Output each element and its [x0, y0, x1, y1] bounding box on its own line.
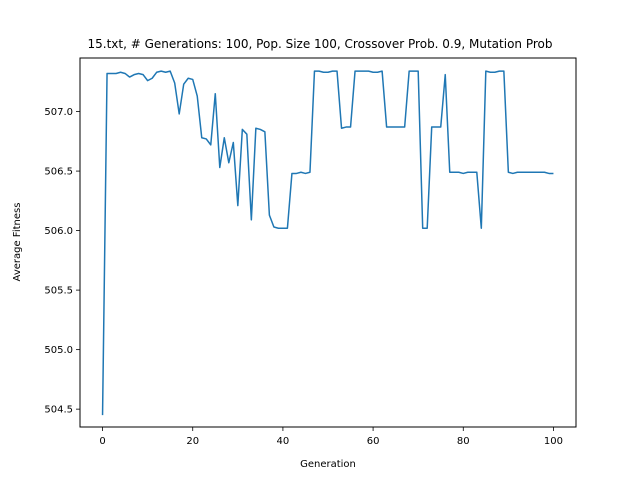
x-tick-label: 20	[186, 436, 199, 447]
y-tick-label: 505.5	[44, 286, 73, 297]
chart-title: 15.txt, # Generations: 100, Pop. Size 10…	[88, 37, 553, 51]
plot-area: 0 20 40 60 80 100 504.5505.0505.5506.0506.550…	[44, 57, 577, 447]
x-tick-label: 0	[99, 436, 105, 447]
y-axis-ticks: 504.5 505.0 505.5 506.0 506.5 507.0	[44, 107, 80, 416]
x-axis-label: Generation	[300, 459, 356, 470]
x-axis-ticks: 0 20 40 60 80 100	[99, 427, 563, 447]
y-tick-label: 505.0	[44, 345, 73, 356]
x-tick-label: 80	[457, 436, 470, 447]
plot-background	[80, 58, 576, 427]
series-layer	[101, 70, 554, 416]
y-axis-label: Average Fitness	[12, 203, 23, 282]
y-tick-label: 504.5	[44, 405, 73, 416]
y-tick-label: 507.0	[44, 107, 73, 118]
y-tick-label: 506.0	[44, 226, 73, 237]
x-tick-label: 60	[367, 436, 380, 447]
y-tick-label: 506.5	[44, 167, 73, 178]
plot-frame	[79, 57, 577, 428]
x-tick-label: 40	[277, 436, 290, 447]
x-tick-label: 100	[544, 436, 563, 447]
series-line	[101, 70, 554, 416]
